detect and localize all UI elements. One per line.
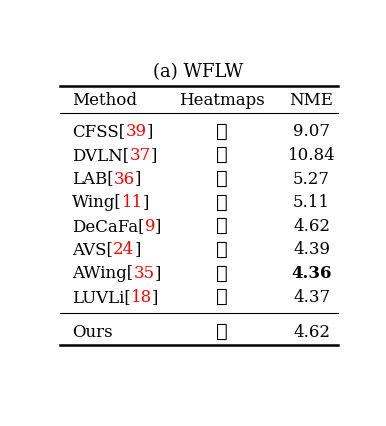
- Text: Heatmaps: Heatmaps: [179, 92, 265, 109]
- Text: LAB[: LAB[: [72, 170, 114, 187]
- Text: 4.62: 4.62: [293, 324, 330, 341]
- Text: 39: 39: [125, 123, 146, 140]
- Text: 5.11: 5.11: [293, 194, 330, 211]
- Text: 10.84: 10.84: [288, 147, 335, 164]
- Text: 37: 37: [129, 147, 151, 164]
- Text: ✗: ✗: [216, 123, 228, 141]
- Text: 11: 11: [122, 194, 143, 211]
- Text: 18: 18: [131, 289, 152, 305]
- Text: ]: ]: [152, 289, 159, 305]
- Text: DeCaFa[: DeCaFa[: [72, 218, 145, 235]
- Text: 9.07: 9.07: [293, 123, 330, 140]
- Text: LUVLi[: LUVLi[: [72, 289, 131, 305]
- Text: 5.27: 5.27: [293, 170, 330, 187]
- Text: 9: 9: [145, 218, 155, 235]
- Text: 4.39: 4.39: [293, 242, 330, 259]
- Text: ✗: ✗: [216, 194, 228, 212]
- Text: ✓: ✓: [216, 170, 228, 188]
- Text: 24: 24: [113, 242, 134, 259]
- Text: ]: ]: [155, 218, 162, 235]
- Text: ✓: ✓: [216, 288, 228, 306]
- Text: (a) WFLW: (a) WFLW: [153, 63, 243, 81]
- Text: ]: ]: [146, 123, 153, 140]
- Text: AWing[: AWing[: [72, 265, 133, 282]
- Text: Method: Method: [72, 92, 137, 109]
- Text: ✓: ✓: [216, 265, 228, 282]
- Text: ]: ]: [154, 265, 161, 282]
- Text: 35: 35: [133, 265, 154, 282]
- Text: Wing[: Wing[: [72, 194, 122, 211]
- Text: ]: ]: [135, 170, 141, 187]
- Text: ✗: ✗: [216, 147, 228, 164]
- Text: 4.36: 4.36: [291, 265, 332, 282]
- Text: 4.37: 4.37: [293, 289, 330, 305]
- Text: ]: ]: [143, 194, 149, 211]
- Text: ✗: ✗: [216, 323, 228, 341]
- Text: CFSS[: CFSS[: [72, 123, 125, 140]
- Text: DVLN[: DVLN[: [72, 147, 129, 164]
- Text: 4.62: 4.62: [293, 218, 330, 235]
- Text: NME: NME: [290, 92, 334, 109]
- Text: ✓: ✓: [216, 241, 228, 259]
- Text: 36: 36: [114, 170, 135, 187]
- Text: ]: ]: [134, 242, 141, 259]
- Text: Ours: Ours: [72, 324, 113, 341]
- Text: ✓: ✓: [216, 217, 228, 235]
- Text: AVS[: AVS[: [72, 242, 113, 259]
- Text: ]: ]: [151, 147, 157, 164]
